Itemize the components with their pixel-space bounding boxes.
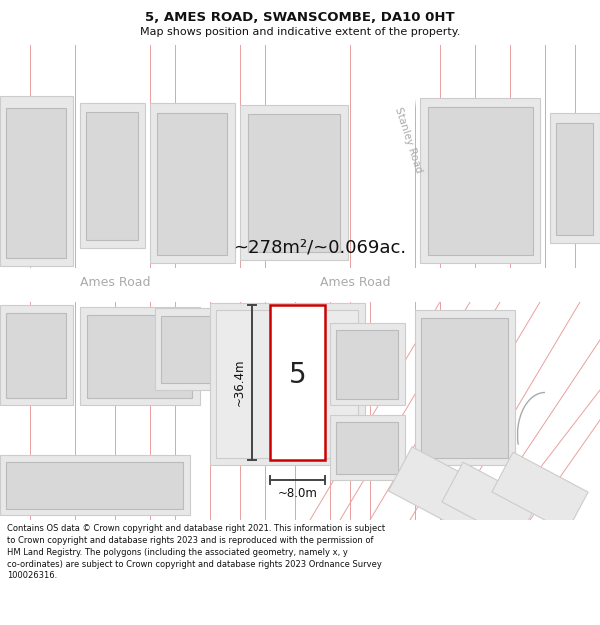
Bar bbox=[80, 307, 200, 405]
Bar bbox=[556, 123, 593, 235]
Bar bbox=[6, 108, 66, 258]
Bar bbox=[240, 105, 348, 260]
Bar bbox=[150, 103, 235, 263]
Bar bbox=[270, 305, 325, 460]
Bar bbox=[442, 462, 538, 542]
Bar bbox=[550, 113, 600, 243]
Text: Contains OS data © Crown copyright and database right 2021. This information is : Contains OS data © Crown copyright and d… bbox=[7, 524, 385, 581]
Bar bbox=[210, 303, 365, 465]
Bar bbox=[80, 103, 145, 248]
Bar bbox=[248, 114, 340, 252]
Text: ~36.4m: ~36.4m bbox=[233, 359, 246, 406]
Bar bbox=[155, 308, 255, 390]
Text: Stanley Road: Stanley Road bbox=[392, 106, 424, 174]
Text: ~278m²/~0.069ac.: ~278m²/~0.069ac. bbox=[233, 238, 407, 256]
Bar bbox=[86, 112, 138, 240]
Bar bbox=[330, 323, 405, 405]
Bar bbox=[389, 447, 491, 533]
Text: Map shows position and indicative extent of the property.: Map shows position and indicative extent… bbox=[140, 27, 460, 37]
Bar bbox=[428, 107, 533, 255]
Bar bbox=[336, 330, 398, 399]
Bar bbox=[336, 422, 398, 474]
Bar bbox=[87, 315, 192, 398]
Text: ~8.0m: ~8.0m bbox=[278, 487, 317, 500]
Bar bbox=[0, 305, 73, 405]
Bar bbox=[330, 415, 405, 480]
Text: 5, AMES ROAD, SWANSCOMBE, DA10 0HT: 5, AMES ROAD, SWANSCOMBE, DA10 0HT bbox=[145, 11, 455, 24]
Bar bbox=[420, 98, 540, 263]
Text: Ames Road: Ames Road bbox=[320, 276, 390, 289]
Bar bbox=[157, 113, 227, 255]
Bar bbox=[0, 96, 73, 266]
Bar bbox=[421, 318, 508, 458]
Bar bbox=[161, 316, 246, 383]
Text: 5: 5 bbox=[289, 361, 307, 389]
Bar bbox=[415, 310, 515, 465]
Bar bbox=[492, 452, 588, 532]
Bar bbox=[0, 455, 190, 515]
Bar bbox=[0, 268, 600, 302]
Bar bbox=[6, 313, 66, 398]
Text: Ames Road: Ames Road bbox=[80, 276, 150, 289]
Bar bbox=[6, 462, 183, 509]
Bar bbox=[216, 310, 358, 458]
